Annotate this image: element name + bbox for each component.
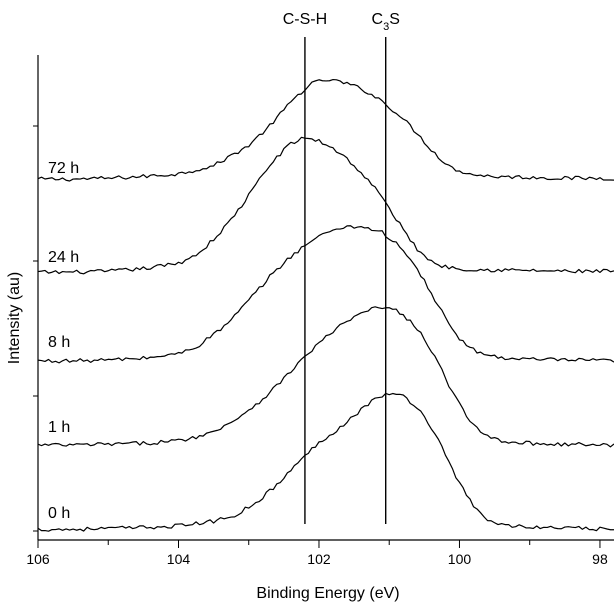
series-label-24h: 24 h: [48, 249, 79, 266]
x-tick-label: 98: [592, 551, 608, 567]
series-label-8h: 8 h: [48, 334, 70, 351]
series-line-1h: [37, 306, 614, 448]
series-line-8h: [37, 225, 614, 364]
series-label-1h: 1 h: [48, 419, 70, 436]
series-line-0h: [37, 392, 614, 532]
x-axis-title: Binding Energy (eV): [256, 585, 399, 602]
series-line-72h: [37, 78, 614, 182]
series-label-72h: 72 h: [48, 160, 79, 177]
x-tick-label: 100: [448, 551, 472, 567]
x-tick-label: 102: [307, 551, 331, 567]
x-tick-label: 106: [26, 551, 50, 567]
series-label-0h: 0 h: [48, 505, 70, 522]
y-axis-title: Intensity (au): [6, 272, 23, 364]
reference-label-0: C-S-H: [283, 11, 327, 28]
series-line-24h: [37, 136, 614, 275]
x-tick-label: 104: [167, 551, 191, 567]
reference-label-1: C3S: [372, 11, 400, 33]
